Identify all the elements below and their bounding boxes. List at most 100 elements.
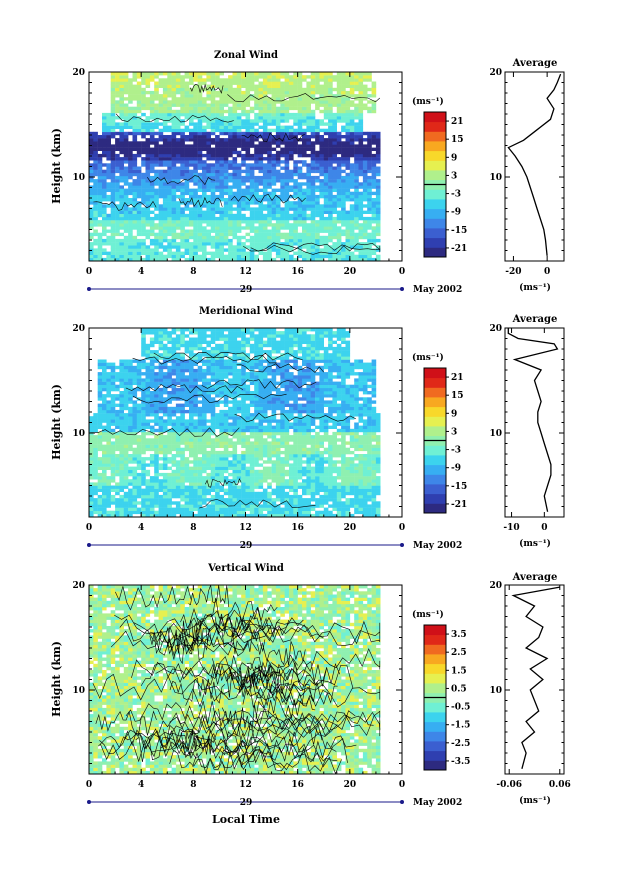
heatmap-cell [128,410,133,413]
heatmap-cell [159,207,164,210]
heatmap-cell [154,391,159,394]
heatmap-cell [259,144,264,147]
heatmap-cell [215,122,220,125]
heatmap-cell [163,467,168,470]
heatmap-cell [146,151,151,154]
heatmap-cell [119,391,124,394]
heatmap-cell [154,407,159,410]
heatmap-cell [89,423,94,426]
heatmap-cell [159,338,164,341]
heatmap-cell [193,492,198,495]
heatmap-cell [159,344,164,347]
heatmap-cell [89,236,94,239]
heatmap-cell [237,113,242,116]
heatmap-cell [354,201,359,204]
heatmap-cell [193,473,198,476]
heatmap-cell [111,429,116,432]
heatmap-cell [102,223,107,226]
heatmap-cell [119,378,124,381]
heatmap-cell [311,135,316,138]
heatmap-cell [350,113,355,116]
heatmap-cell [254,144,259,147]
heatmap-cell [159,369,164,372]
heatmap-cell [202,328,207,331]
heatmap-cell [154,214,159,217]
heatmap-cell [106,189,111,192]
heatmap-cell [289,217,294,220]
heatmap-cell [193,223,198,226]
heatmap-cell [324,129,329,132]
heatmap-cell [311,230,316,233]
heatmap-cell [346,82,351,85]
heatmap-cell [124,88,129,91]
heatmap-cell [106,416,111,419]
heatmap-cell [89,448,94,451]
heatmap-cell [154,467,159,470]
heatmap-cell [311,198,316,201]
heatmap-cell [167,242,172,245]
heatmap-cell [319,239,324,242]
heatmap-cell [254,138,259,141]
heatmap-cell [167,441,172,444]
heatmap-cell [159,82,164,85]
heatmap-cell [302,192,307,195]
heatmap-cell [176,441,181,444]
heatmap-cell [124,397,129,400]
heatmap-cell [119,110,124,113]
heatmap-cell [202,338,207,341]
heatmap-cell [137,132,142,135]
heatmap-cell [150,489,155,492]
heatmap-cell [189,344,194,347]
heatmap-cell [93,435,98,438]
heatmap-cell [250,220,255,223]
heatmap-cell [111,378,116,381]
colorbar-swatch [424,238,446,248]
heatmap-cell [276,189,281,192]
heatmap-cell [359,116,364,119]
heatmap-cell [146,363,151,366]
heatmap-cell [193,445,198,448]
heatmap-cell [354,189,359,192]
heatmap-cell [111,119,116,122]
heatmap-cell [189,122,194,125]
heatmap-cell [172,489,177,492]
heatmap-cell [206,239,211,242]
heatmap-cell [267,167,272,170]
average-x-tick-label: 0 [544,267,550,277]
heatmap-cell [150,78,155,81]
heatmap-cell [241,176,246,179]
heatmap-cell [224,160,229,163]
heatmap-cell [233,167,238,170]
heatmap-cell [293,192,298,195]
heatmap-cell [167,201,172,204]
heatmap-cell [332,233,337,236]
heatmap-cell [211,97,216,100]
heatmap-cell [298,116,303,119]
heatmap-cell [237,135,242,138]
heatmap-cell [185,486,190,489]
heatmap-cell [133,378,138,381]
heatmap-cell [167,78,172,81]
heatmap-cell [198,366,203,369]
heatmap-cell [111,419,116,422]
heatmap-cell [193,236,198,239]
heatmap-cell [180,163,185,166]
heatmap-cell [133,413,138,416]
heatmap-cell [176,476,181,479]
heatmap-cell [224,236,229,239]
heatmap-cell [141,391,146,394]
heatmap-cell [311,116,316,119]
heatmap-cell [176,438,181,441]
heatmap-cell [159,220,164,223]
heatmap-cell [198,356,203,359]
heatmap-cell [276,201,281,204]
heatmap-cell [311,72,316,75]
heatmap-cell [176,242,181,245]
heatmap-cell [324,226,329,229]
heatmap-cell [346,100,351,103]
heatmap-cell [363,138,368,141]
heatmap-cell [215,126,220,129]
heatmap-cell [176,375,181,378]
heatmap-cell [119,148,124,151]
heatmap-cell [102,176,107,179]
